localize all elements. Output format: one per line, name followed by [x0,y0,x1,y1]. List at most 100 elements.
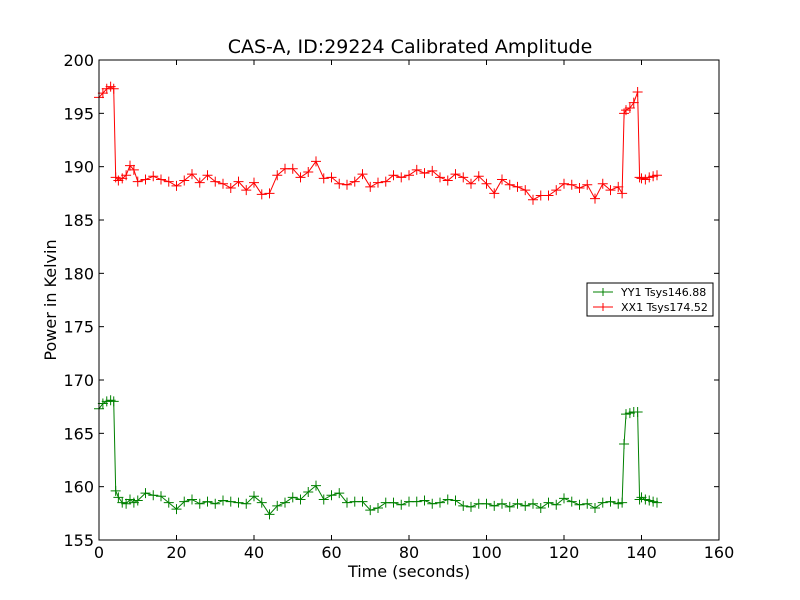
data-point [632,407,643,417]
data-point [497,498,507,509]
data-point [210,498,221,509]
data-point [597,497,608,508]
data-point [156,491,166,502]
data-point [621,105,631,116]
data-point [373,177,383,188]
data-point [121,498,132,509]
data-point [489,188,500,199]
data-point [163,497,174,508]
data-point [396,172,407,183]
data-point [210,176,221,187]
data-point [249,491,259,502]
data-point [489,500,500,511]
data-point [617,188,628,199]
data-point [442,175,453,186]
data-point [636,173,647,184]
y-tick-label: 190 [63,158,94,177]
y-tick-label: 165 [63,424,94,443]
x-tick-label: 160 [704,543,735,562]
data-point [632,87,643,97]
data-point [473,171,484,182]
data-point [404,170,414,181]
data-point [132,495,143,506]
data-point [652,170,662,181]
y-tick-label: 155 [63,531,94,550]
data-point [411,496,422,507]
legend-box [586,282,714,317]
data-point [163,176,174,187]
data-point [256,497,267,508]
data-point [171,180,182,191]
data-point [218,495,228,506]
data-point [128,497,139,508]
data-point [427,165,438,176]
data-point [125,160,135,171]
plot-area [94,81,662,520]
data-point [256,189,267,200]
data-point [574,499,585,510]
data-point [113,492,124,503]
data-point [450,495,461,506]
data-point [481,178,492,189]
data-point [365,181,376,192]
data-point [349,176,360,187]
legend-label: XX1 Tsys174.52 [621,301,708,314]
legend: YY1 Tsys146.88 XX1 Tsys174.52 [586,282,714,317]
data-point [613,498,624,509]
data-point [442,494,453,505]
series-line [98,399,658,516]
data-point [634,172,645,183]
data-point [419,168,430,179]
data-point [619,439,630,449]
data-point [435,497,445,508]
data-point [295,494,306,505]
data-point [249,177,259,188]
data-point [148,490,159,501]
y-tick-label: 170 [63,371,94,390]
data-point [264,188,275,199]
data-point [303,167,314,177]
data-point [640,174,651,185]
data-point [497,174,507,185]
data-point [140,488,151,499]
data-point [559,178,569,189]
x-tick-label: 40 [244,543,264,562]
data-point [427,498,438,509]
data-point [233,176,244,187]
data-point [640,494,651,505]
data-point [97,88,108,99]
data-point [287,492,298,503]
data-point [411,164,422,175]
data-point [311,156,321,167]
data-point [419,495,430,506]
data-point [280,497,290,508]
data-point [132,176,143,187]
data-point [590,503,600,513]
data-point [458,172,469,183]
data-point [528,498,538,509]
y-tick-label: 200 [63,51,94,70]
data-point [512,181,523,192]
legend-label: YY1 Tsys146.88 [620,286,706,299]
data-point [97,398,108,409]
data-point [648,171,659,182]
data-point [590,193,600,204]
data-point [466,501,476,512]
y-tick-label: 160 [63,478,94,497]
data-point [113,175,124,186]
data-point [597,178,608,189]
data-point [318,173,329,184]
data-point [528,194,538,205]
data-point [648,496,659,507]
data-point [202,496,213,507]
data-point [582,498,593,509]
y-tick-label: 185 [63,211,94,230]
series-xx1 [94,81,662,205]
series-yy1 [94,395,662,520]
data-point [574,183,585,193]
data-point [605,185,616,196]
data-point [551,499,562,510]
data-point [559,493,569,504]
data-point [520,500,531,511]
